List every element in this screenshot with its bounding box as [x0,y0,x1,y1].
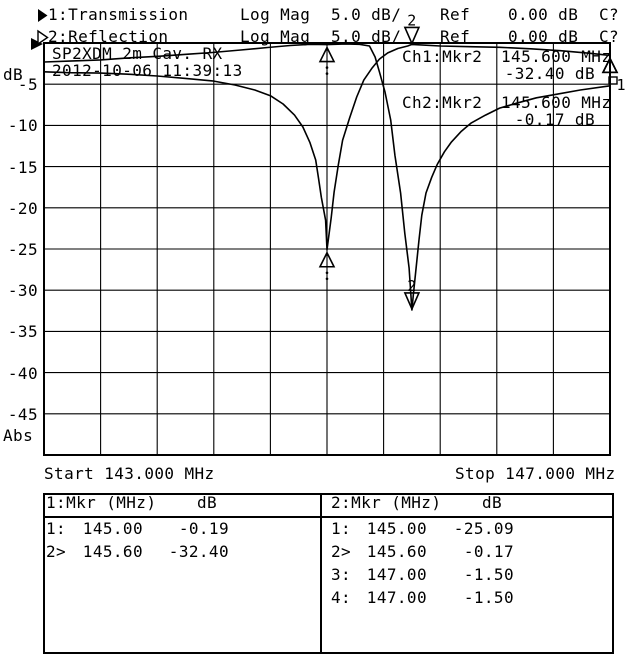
y-tick-label: -35 [7,322,38,342]
trace2-label: 2:Reflection [48,27,169,46]
y-axis-abs-label: Abs [3,426,34,445]
y-tick-label: -20 [7,198,38,218]
trace2-cal-status: C? [599,27,620,46]
trace2-scale: 5.0 dB/ [331,27,402,46]
marker-row-frequency: 147.00 [366,565,427,584]
plot-datetime: 2012-10-06 11:39:13 [52,61,243,80]
marker-table-ch2-header: 2:Mkr (MHz) [331,493,442,512]
marker-row-db-value: -25.09 [453,519,514,538]
marker-2-triangle-down [403,292,421,311]
marker-row-number: 1: [46,519,67,538]
trace1-scale: 5.0 dB/ [331,5,402,24]
start-frequency-label: Start 143.000 MHz [44,464,215,483]
y-tick-label: -45 [7,404,38,424]
trace1-ref-value: 0.00 dB [508,5,579,24]
marker-number-label: 2 [407,11,416,29]
y-tick-label: -10 [7,116,38,136]
marker-table-box [43,493,614,654]
ref-level-arrow-icon [31,38,43,50]
trace2-format: Log Mag [240,27,311,46]
marker-1-triangle-up [318,250,336,268]
trace-reflection [43,43,611,251]
ch1-marker-readout-freq: 145.600 MHz [501,47,612,66]
marker-row-db-value: -0.19 [178,519,229,538]
ch2-marker-readout-freq: 145.600 MHz [501,93,612,112]
marker-number-label: 2 [407,277,416,295]
marker-row-db-value: -1.50 [463,565,514,584]
marker-row-number: 1: [331,519,352,538]
y-tick-label: -25 [7,240,38,259]
marker-stem-dot [325,72,329,75]
ch1-marker-readout-label: Ch1:Mkr2 [402,47,483,66]
y-tick-label: -5 [17,75,38,95]
y-tick-label: -30 [7,281,38,301]
marker-table-ch1-db-header: dB [197,493,218,512]
plot-border [43,42,611,456]
marker-row-frequency: 145.00 [366,519,427,538]
marker-row-db-value: -32.40 [168,542,229,561]
ch2-marker-readout-value: -0.17 dB [514,110,595,129]
marker-row-db-value: -0.17 [463,542,514,561]
plot-title: SP2XDM 2m Cav. RX [52,44,223,63]
trace-transmission [43,43,611,311]
y-tick-label: -15 [7,157,38,177]
marker-table-header-divider [43,516,614,518]
marker-stem-dot [325,271,329,275]
marker-row-number: 2> [331,542,352,561]
marker-table-ch1-header: 1:Mkr (MHz) [46,493,157,512]
marker-table-ch2-db-header: dB [482,493,503,512]
marker-stem-dot [325,66,329,69]
marker-table-column-divider [320,493,322,654]
marker-row-frequency: 147.00 [366,588,427,607]
trace1-edge-number: 1 [617,76,626,94]
trace1-cal-status: C? [599,5,620,24]
trace1-active-arrow-icon [38,9,48,22]
marker-2-triangle-down [403,26,421,46]
marker-row-frequency: 145.00 [82,519,143,538]
trace1-ref-label: Ref [440,5,471,24]
ch1-marker-readout-value: -32.40 dB [504,64,595,83]
marker-stem-dot [325,277,329,281]
marker-row-number: 2> [46,542,67,561]
y-axis-label: dB [3,65,24,84]
marker-row-frequency: 145.60 [82,542,143,561]
trace2-arrow-icon [37,29,49,46]
trace2-ref-value: 0.00 dB [508,27,579,46]
trace1-format: Log Mag [240,5,311,24]
marker-row-db-value: -1.50 [463,588,514,607]
stop-frequency-label: Stop 147.000 MHz [455,464,616,483]
trace1-label: 1:Transmission [48,5,189,24]
marker-row-number: 3: [331,565,352,584]
marker-row-frequency: 145.60 [366,542,427,561]
ch2-marker-readout-label: Ch2:Mkr2 [402,93,483,112]
marker-row-number: 4: [331,588,352,607]
trace2-ref-label: Ref [440,27,471,46]
marker-1-triangle-up [318,45,336,63]
y-tick-label: -40 [7,363,38,383]
